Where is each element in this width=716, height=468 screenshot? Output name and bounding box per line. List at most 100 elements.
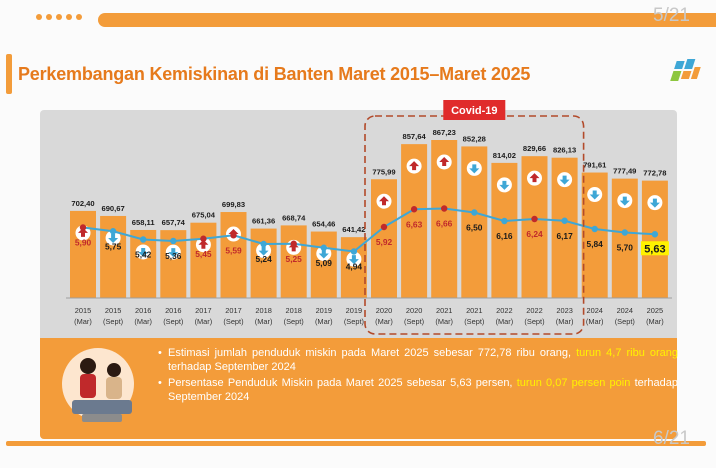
bar-value-label: 657,74	[162, 218, 186, 227]
x-tick-period: (Mar)	[74, 317, 92, 326]
percentage-label: 6,16	[496, 231, 513, 241]
percentage-label: 4,94	[346, 262, 363, 272]
x-tick-period: (Mar)	[375, 317, 393, 326]
percentage-label: 6,63	[406, 219, 423, 229]
x-tick-year: 2019	[316, 306, 332, 315]
x-tick-period: (Mar)	[435, 317, 453, 326]
percentage-point	[230, 232, 237, 239]
top-bar	[98, 13, 716, 27]
percentage-label: 6,50	[466, 223, 483, 233]
percentage-point	[441, 205, 448, 212]
percentage-point	[471, 209, 478, 216]
bar-value-label: 641,42	[342, 225, 365, 234]
trend-down-icon	[589, 190, 600, 200]
summary-bullets: Estimasi jumlah penduduk miskin pada Mar…	[158, 346, 678, 406]
percentage-label: 5,24	[255, 254, 272, 264]
percentage-label: 5,25	[286, 254, 303, 264]
trend-up-icon	[78, 227, 88, 237]
bar-value-label: 654,46	[312, 220, 335, 229]
percentage-label: 6,17	[556, 231, 573, 241]
bar-value-label: 775,99	[372, 167, 395, 176]
trend-down-icon	[318, 249, 329, 259]
poverty-bar	[70, 210, 96, 298]
x-tick-period: (Sept)	[404, 317, 424, 326]
percentage-point	[200, 235, 207, 242]
bullet-percent-tail: terhadap September 2024	[168, 377, 678, 403]
bar-value-label: 668,74	[282, 213, 306, 222]
progress-dots	[36, 14, 82, 20]
x-tick-year: 2015	[105, 306, 121, 315]
percentage-label: 5,59	[225, 245, 242, 255]
percentage-point	[591, 225, 598, 233]
percentage-label: 5,92	[376, 237, 393, 247]
x-tick-period: (Mar)	[556, 317, 574, 326]
poverty-bar	[220, 212, 247, 298]
percentage-line	[82, 207, 655, 253]
percentage-point	[320, 244, 327, 251]
percentage-label: 6,24	[526, 229, 543, 239]
bar-value-label: 829,66	[523, 144, 546, 153]
bullet-count-text: Estimasi jumlah penduduk miskin pada Mar…	[168, 347, 577, 359]
x-tick-period: (Mar)	[255, 317, 273, 326]
x-tick-period: (Sept)	[524, 317, 544, 326]
percentage-label: 5,45	[195, 249, 212, 259]
x-tick-year: 2021	[436, 306, 452, 315]
percentage-point	[109, 228, 117, 235]
x-tick-year: 2017	[225, 306, 241, 315]
percentage-label: 5,09	[316, 258, 333, 268]
bar-value-label: 867,23	[433, 128, 456, 137]
covid-badge	[443, 100, 506, 120]
trend-down-icon	[499, 180, 510, 190]
percentage-point	[621, 229, 628, 236]
trend-up-icon	[198, 239, 209, 249]
poverty-bar	[250, 228, 277, 298]
poverty-bar	[340, 237, 367, 298]
x-tick-period: (Mar)	[496, 317, 514, 326]
x-tick-year: 2022	[496, 306, 512, 315]
x-tick-period: (Mar)	[195, 317, 213, 326]
percentage-label: 5,36	[165, 251, 182, 261]
percentage-label: 5,70	[617, 243, 634, 253]
x-tick-year: 2020	[376, 306, 392, 315]
bar-value-label: 658,11	[132, 218, 156, 227]
trend-down-icon	[469, 164, 480, 174]
children-illustration	[62, 348, 134, 422]
x-tick-period: (Sept)	[464, 317, 484, 326]
trend-down-icon	[258, 246, 269, 256]
percentage-label: 5,63	[644, 243, 665, 255]
bar-value-label: 690,67	[101, 204, 124, 213]
x-tick-period: (Sept)	[344, 317, 364, 326]
poverty-bar	[280, 225, 307, 298]
trend-down-icon	[559, 175, 570, 185]
trend-down-icon	[108, 233, 119, 243]
percentage-point	[501, 217, 508, 225]
bullet-percent: Persentase Penduduk Miskin pada Maret 20…	[158, 376, 678, 404]
x-tick-year: 2022	[526, 306, 542, 315]
x-tick-year: 2021	[466, 306, 482, 315]
bar-value-label: 814,02	[493, 151, 516, 160]
x-tick-period: (Mar)	[586, 317, 604, 326]
trend-up-icon	[379, 196, 389, 206]
bar-value-label: 702,40	[71, 199, 94, 208]
x-tick-period: (Sept)	[223, 317, 243, 326]
x-tick-year: 2018	[285, 306, 301, 315]
bar-value-label: 857,64	[402, 132, 426, 141]
percentage-point	[531, 215, 538, 223]
bar-value-label: 772,78	[643, 169, 666, 178]
x-tick-period: (Mar)	[134, 317, 152, 326]
percentage-point	[260, 240, 267, 248]
bullet-percent-text: Persentase Penduduk Miskin pada Maret 20…	[168, 377, 517, 389]
title-accent	[6, 54, 12, 94]
page-number-top: 5/21	[653, 5, 690, 26]
percentage-point	[651, 231, 659, 238]
bullet-count-tail: terhadap September 2024	[168, 361, 296, 373]
bps-logo-icon	[670, 59, 701, 81]
bullet-count: Estimasi jumlah penduduk miskin pada Mar…	[158, 346, 678, 374]
percentage-label: 5,84	[587, 239, 604, 249]
x-tick-year: 2016	[165, 306, 181, 315]
poverty-bar	[310, 231, 337, 298]
x-tick-year: 2019	[346, 306, 362, 315]
percentage-point	[79, 224, 87, 231]
